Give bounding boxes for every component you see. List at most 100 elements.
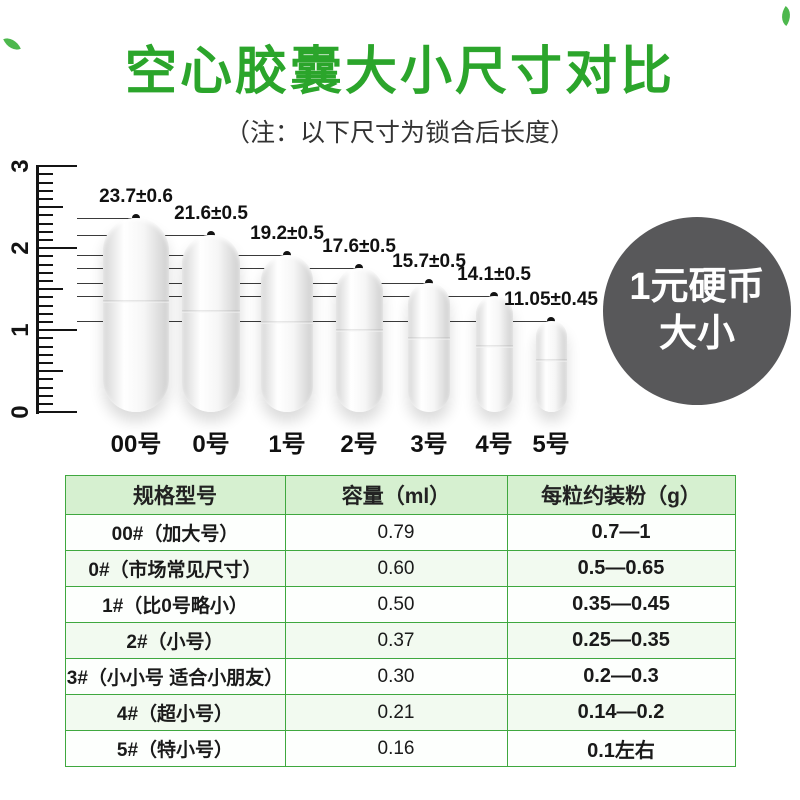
page-subtitle: （注：以下尺寸为锁合后长度） bbox=[224, 119, 575, 148]
capsule-body bbox=[335, 268, 383, 413]
ruler-tick bbox=[39, 279, 53, 282]
measure-label: 19.2±0.5 bbox=[250, 223, 324, 245]
cell-spec: 5#（特小号） bbox=[64, 730, 286, 768]
table-row: 0#（市场常见尺寸） 0.60 0.5—0.65 bbox=[64, 550, 736, 588]
cell-volume: 0.16 bbox=[284, 730, 508, 768]
ruler-tick bbox=[39, 238, 53, 241]
capsule-group-4: 14.1±0.5 4号 bbox=[429, 157, 559, 459]
ruler-number: 0 bbox=[7, 405, 34, 419]
ruler-tick bbox=[39, 320, 53, 323]
guide-line bbox=[77, 218, 136, 220]
measure-label: 11.05±0.45 bbox=[504, 289, 598, 311]
ruler-tick bbox=[39, 197, 53, 200]
ruler-tick bbox=[39, 165, 77, 168]
col-header-spec: 规格型号 bbox=[64, 475, 286, 516]
ruler-tick bbox=[39, 255, 53, 258]
cell-volume: 0.79 bbox=[284, 514, 508, 552]
ruler-tick bbox=[39, 353, 53, 356]
ruler-tick bbox=[39, 394, 53, 397]
measure-label: 21.6±0.5 bbox=[174, 203, 248, 225]
col-header-fill: 每粒约装粉（g） bbox=[506, 475, 736, 516]
ruler-tick bbox=[39, 337, 53, 340]
capsule-body bbox=[182, 235, 240, 413]
ruler-tick bbox=[39, 206, 63, 209]
cell-fill: 0.1左右 bbox=[506, 730, 736, 768]
cell-fill: 0.7—1 bbox=[506, 514, 736, 552]
table-header-row: 规格型号 容量（ml） 每粒约装粉（g） bbox=[64, 475, 736, 516]
ruler-tick bbox=[39, 189, 53, 192]
capsule-body bbox=[408, 283, 450, 413]
ruler-number: 1 bbox=[7, 323, 34, 337]
ruler-tick bbox=[39, 230, 53, 233]
ruler-tick bbox=[39, 378, 53, 381]
cell-fill: 0.2—0.3 bbox=[506, 658, 736, 696]
capsule-label: 2号 bbox=[340, 431, 378, 459]
ruler-tick bbox=[39, 361, 53, 364]
cell-volume: 0.30 bbox=[284, 658, 508, 696]
ruler-number: 2 bbox=[7, 241, 34, 255]
ruler-tick bbox=[39, 247, 77, 250]
col-header-volume: 容量（ml） bbox=[284, 475, 508, 516]
ruler-tick bbox=[39, 263, 53, 266]
coin-badge-line1: 1元硬币 bbox=[629, 265, 765, 308]
cell-spec: 4#（超小号） bbox=[64, 694, 286, 732]
ruler-tick bbox=[39, 386, 53, 389]
ruler-tick bbox=[39, 402, 53, 405]
table-row: 1#（比0号略小） 0.50 0.35—0.45 bbox=[64, 586, 736, 624]
capsule-group-2: 17.6±0.5 2号 bbox=[294, 157, 424, 459]
capsule-group-1: 19.2±0.5 1号 bbox=[222, 157, 352, 459]
ruler-tick bbox=[39, 181, 53, 184]
cell-fill: 0.5—0.65 bbox=[506, 550, 736, 588]
cell-fill: 0.35—0.45 bbox=[506, 586, 736, 624]
capsule-label: 3号 bbox=[410, 431, 448, 459]
capsule-group-3: 15.7±0.5 3号 bbox=[364, 157, 494, 459]
table-row: 5#（特小号） 0.16 0.1左右 bbox=[64, 730, 736, 768]
ruler-tick bbox=[39, 370, 63, 373]
capsule-label: 00号 bbox=[110, 431, 162, 459]
capsule-body bbox=[261, 255, 313, 413]
table-row: 4#（超小号） 0.21 0.14—0.2 bbox=[64, 694, 736, 732]
ruler: 0 1 2 3 bbox=[7, 157, 100, 457]
cell-volume: 0.50 bbox=[284, 586, 508, 624]
cell-volume: 0.37 bbox=[284, 622, 508, 660]
cell-spec: 00#（加大号） bbox=[64, 514, 286, 552]
ruler-tick bbox=[39, 296, 53, 299]
capsule-size-chart: 0 1 2 3 23.7±0.6 00号 21.6±0.5 0号 19.2±0.5 1… bbox=[0, 157, 800, 459]
ruler-tick bbox=[39, 411, 77, 414]
ruler-tick bbox=[39, 288, 63, 291]
spec-table: 规格型号 容量（ml） 每粒约装粉（g） 00#（加大号） 0.79 0.7—1… bbox=[64, 475, 736, 768]
capsule-body bbox=[103, 218, 169, 413]
measure-label: 14.1±0.5 bbox=[457, 264, 531, 286]
capsule-group-00: 23.7±0.6 00号 bbox=[71, 157, 201, 459]
capsule-label: 1号 bbox=[268, 431, 306, 459]
coin-size-badge: 1元硬币 大小 bbox=[603, 217, 791, 406]
capsule-label: 5号 bbox=[532, 431, 570, 459]
measure-label: 17.6±0.5 bbox=[322, 236, 396, 258]
capsule-label: 4号 bbox=[475, 431, 513, 459]
capsule-group-0: 21.6±0.5 0号 bbox=[146, 157, 276, 458]
guide-line bbox=[77, 321, 551, 323]
cell-spec: 2#（小号） bbox=[64, 622, 286, 660]
ruler-tick bbox=[39, 173, 53, 176]
guide-line bbox=[77, 283, 429, 285]
cell-spec: 1#（比0号略小） bbox=[64, 586, 286, 624]
capsule-group-5: 11.05±0.45 5号 bbox=[486, 157, 616, 459]
table-row: 00#（加大号） 0.79 0.7—1 bbox=[64, 514, 736, 552]
ruler-tick bbox=[39, 214, 53, 217]
measure-label: 23.7±0.6 bbox=[99, 186, 173, 208]
ruler-tick bbox=[39, 312, 53, 315]
ruler-baseline bbox=[36, 165, 39, 415]
page-title: 空心胶囊大小尺寸对比 bbox=[124, 43, 675, 101]
capsule-body bbox=[475, 296, 513, 413]
cell-fill: 0.14—0.2 bbox=[506, 694, 736, 732]
table-row: 3#（小小号 适合小朋友） 0.30 0.2—0.3 bbox=[64, 658, 736, 696]
capsule-body bbox=[535, 321, 567, 413]
cell-fill: 0.25—0.35 bbox=[506, 622, 736, 660]
measure-label: 15.7±0.5 bbox=[392, 251, 466, 273]
ruler-tick bbox=[39, 329, 77, 332]
cell-spec: 3#（小小号 适合小朋友） bbox=[64, 658, 286, 696]
ruler-tick bbox=[39, 345, 53, 348]
ruler-tick bbox=[39, 222, 53, 225]
ruler-tick bbox=[39, 304, 53, 307]
coin-badge-line2: 大小 bbox=[658, 313, 735, 356]
